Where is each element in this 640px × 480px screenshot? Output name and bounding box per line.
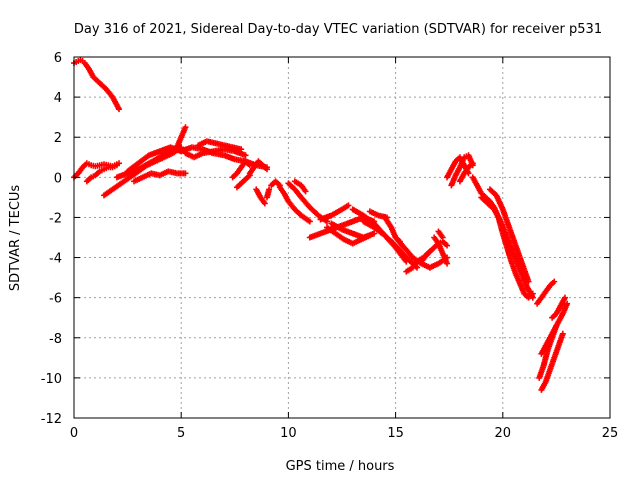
data-point <box>116 106 123 113</box>
data-point <box>238 146 245 153</box>
data-point <box>371 230 378 237</box>
y-tick-label: 6 <box>54 51 62 66</box>
data-point <box>182 170 189 177</box>
data-point <box>261 200 268 207</box>
data-point <box>444 254 451 261</box>
x-tick-label: 0 <box>70 426 78 441</box>
y-tick-label: 4 <box>54 91 62 106</box>
x-tick-label: 15 <box>387 426 404 441</box>
data-point <box>266 186 273 193</box>
data-point <box>306 218 313 225</box>
x-tick-label: 10 <box>280 426 297 441</box>
data-point <box>246 162 253 169</box>
y-tick-label: -6 <box>49 292 62 307</box>
x-tick-label: 25 <box>602 426 619 441</box>
data-point <box>345 202 352 209</box>
data-point <box>444 242 451 249</box>
y-tick-label: -12 <box>41 412 62 427</box>
axis-ticks: 0 5 10 15 20 25 -12 -10 -8 -6 -4 -2 0 2 4 6 <box>41 51 619 441</box>
data-point <box>439 234 446 241</box>
x-tick-label: 5 <box>177 426 185 441</box>
data-point <box>113 162 120 169</box>
data-point <box>263 166 270 173</box>
x-tick-label: 20 <box>495 426 512 441</box>
data-point <box>529 294 536 301</box>
x-axis-label: GPS time / hours <box>286 459 395 474</box>
data-point <box>559 330 566 337</box>
data-point <box>302 188 309 195</box>
y-axis-label: SDTVAR / TECUs <box>8 185 23 292</box>
data-point <box>561 294 568 301</box>
y-tick-label: -8 <box>49 332 62 347</box>
y-tick-label: -10 <box>41 372 62 387</box>
data-point <box>182 124 189 131</box>
data-point <box>242 152 249 159</box>
y-tick-label: 0 <box>54 171 62 186</box>
data-point <box>444 260 451 267</box>
data-point <box>551 278 558 285</box>
chart-title: Day 316 of 2021, Sidereal Day-to-day VTE… <box>74 22 602 37</box>
data-point <box>564 300 571 307</box>
data-point <box>469 160 476 167</box>
data-point <box>525 278 532 285</box>
data-points <box>71 57 571 393</box>
data-point <box>553 322 560 329</box>
y-tick-label: -2 <box>49 211 62 226</box>
y-tick-label: 2 <box>54 131 62 146</box>
plot-frame <box>73 56 611 419</box>
y-tick-label: -4 <box>49 252 62 267</box>
